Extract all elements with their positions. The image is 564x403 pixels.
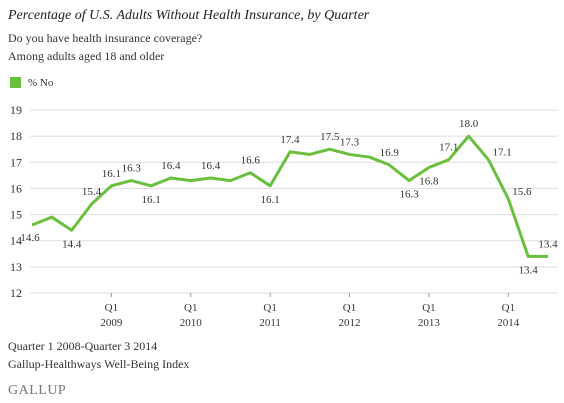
y-tick-label: 17 — [10, 155, 22, 169]
y-tick-label: 18 — [10, 129, 22, 143]
x-tick-year: 2009 — [100, 317, 123, 329]
x-tick-label: Q1 — [343, 302, 356, 314]
x-tick-year: 2013 — [418, 317, 441, 329]
value-label: 16.9 — [380, 147, 400, 159]
value-label: 13.4 — [519, 264, 539, 276]
x-tick-label: Q1 — [263, 302, 276, 314]
value-label: 17.5 — [320, 131, 340, 143]
x-tick-year: 2010 — [180, 317, 203, 329]
x-tick-year: 2014 — [497, 317, 520, 329]
y-tick-label: 16 — [10, 181, 22, 195]
value-label: 13.4 — [538, 238, 558, 250]
subtitle: Among adults aged 18 and older — [8, 49, 164, 63]
x-tick-year: 2012 — [339, 317, 361, 329]
value-label: 17.1 — [439, 142, 458, 154]
subtitle: Do you have health insurance coverage? — [8, 31, 202, 45]
y-tick-label: 13 — [10, 260, 22, 274]
value-label: 16.1 — [261, 194, 280, 206]
value-label: 17.1 — [492, 147, 511, 159]
value-label: 16.4 — [201, 160, 221, 172]
value-label: 16.3 — [122, 163, 142, 175]
x-tick-label: Q1 — [422, 302, 435, 314]
y-tick-label: 12 — [10, 286, 22, 300]
y-tick-label: 14 — [10, 234, 22, 248]
x-tick-label: Q1 — [502, 302, 515, 314]
value-label: 15.4 — [82, 186, 102, 198]
value-label: 14.6 — [20, 232, 40, 244]
brand: GALLUP — [8, 383, 66, 398]
chart-title: Percentage of U.S. Adults Without Health… — [7, 8, 370, 23]
y-tick-label: 15 — [10, 208, 22, 222]
y-tick-label: 19 — [10, 103, 22, 117]
value-label: 17.4 — [280, 134, 300, 146]
x-tick-year: 2011 — [259, 317, 281, 329]
value-label: 16.1 — [102, 168, 121, 180]
value-label: 17.3 — [340, 136, 360, 148]
x-tick-label: Q1 — [184, 302, 197, 314]
value-label: 14.4 — [62, 238, 82, 250]
value-label: 15.6 — [512, 186, 532, 198]
series-line — [31, 134, 548, 258]
footer: Quarter 1 2008-Quarter 3 2014 — [8, 339, 157, 353]
x-tick-label: Q1 — [105, 302, 118, 314]
value-label: 16.4 — [161, 160, 181, 172]
source: Gallup-Healthways Well-Being Index — [8, 357, 189, 371]
value-label: 16.1 — [141, 194, 160, 206]
legend-label: % No — [28, 77, 54, 89]
value-label: 16.8 — [419, 176, 439, 188]
value-label: 18.0 — [459, 118, 479, 130]
legend-swatch — [10, 77, 21, 88]
value-label: 16.3 — [399, 189, 419, 201]
value-label: 16.6 — [241, 155, 261, 167]
